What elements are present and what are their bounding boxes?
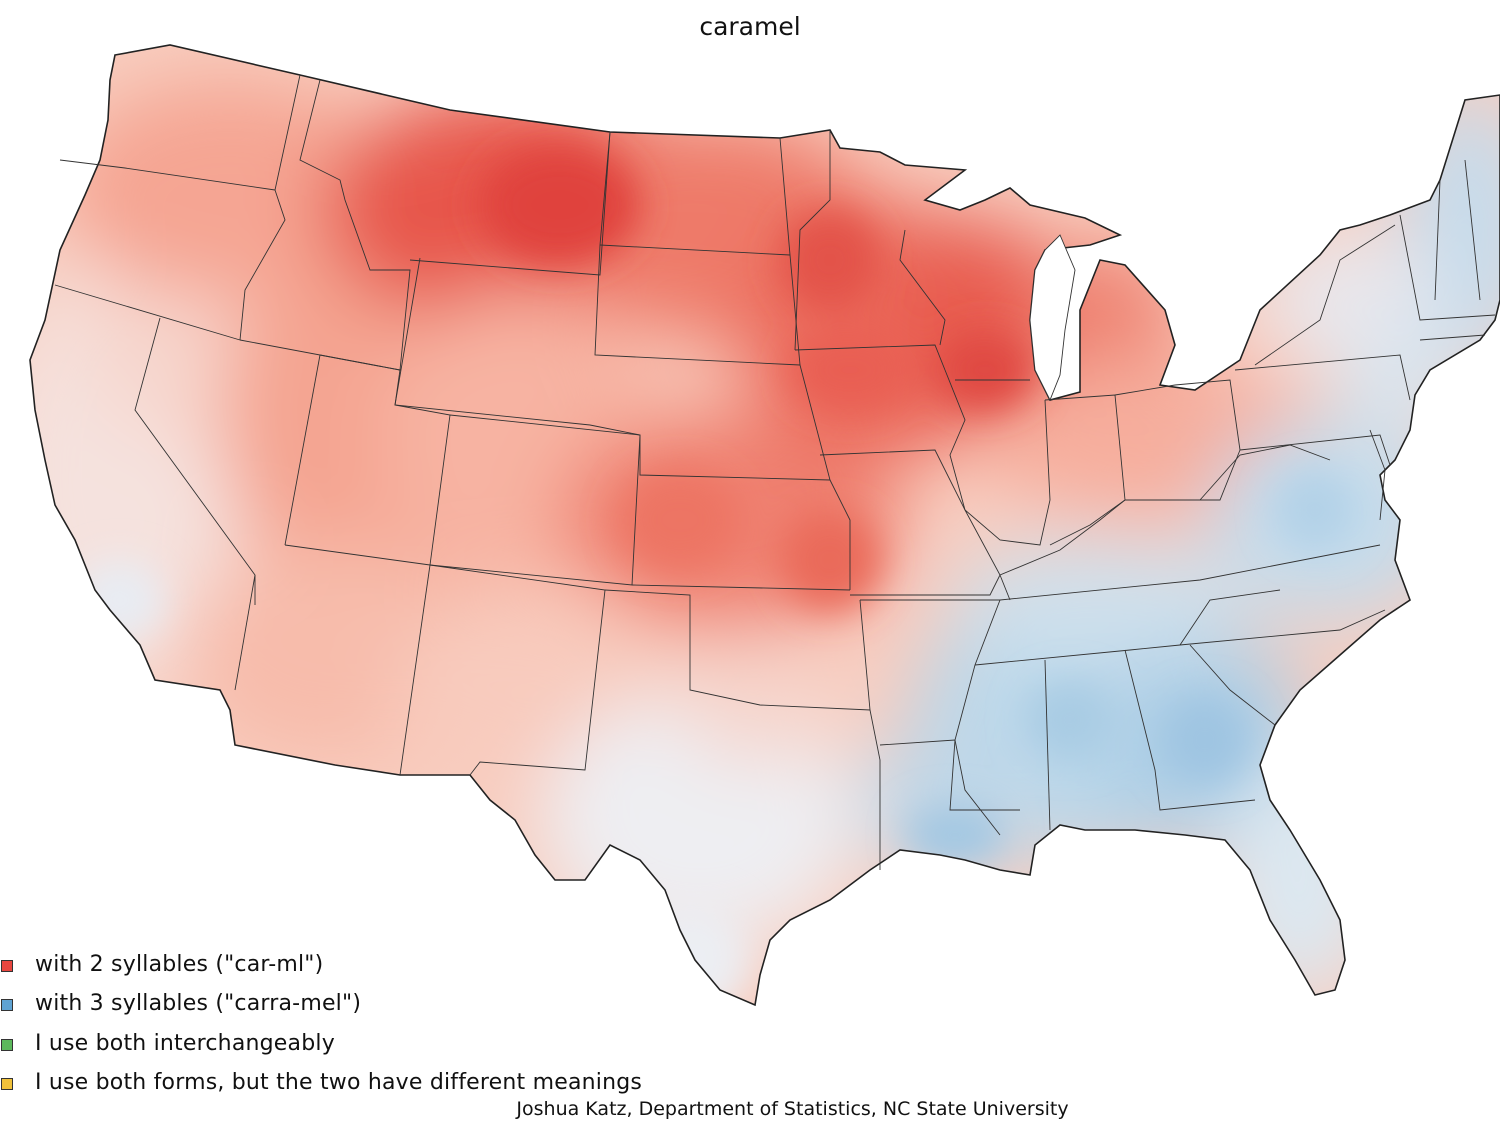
legend-label: I use both interchangeably bbox=[35, 1031, 335, 1056]
legend-label: with 3 syllables ("carra-mel") bbox=[35, 991, 362, 1016]
map-title: caramel bbox=[699, 12, 801, 41]
legend-swatch-green bbox=[1, 1039, 13, 1051]
legend-swatch-blue bbox=[1, 999, 13, 1011]
legend-swatch-yellow bbox=[1, 1078, 13, 1090]
legend-label: I use both forms, but the two have diffe… bbox=[35, 1070, 643, 1095]
legend-swatch-red bbox=[1, 960, 13, 972]
legend-label: with 2 syllables ("car-ml") bbox=[35, 952, 324, 977]
state-borders bbox=[54, 74, 1496, 870]
map-credit: Joshua Katz, Department of Statistics, N… bbox=[516, 1098, 1069, 1120]
